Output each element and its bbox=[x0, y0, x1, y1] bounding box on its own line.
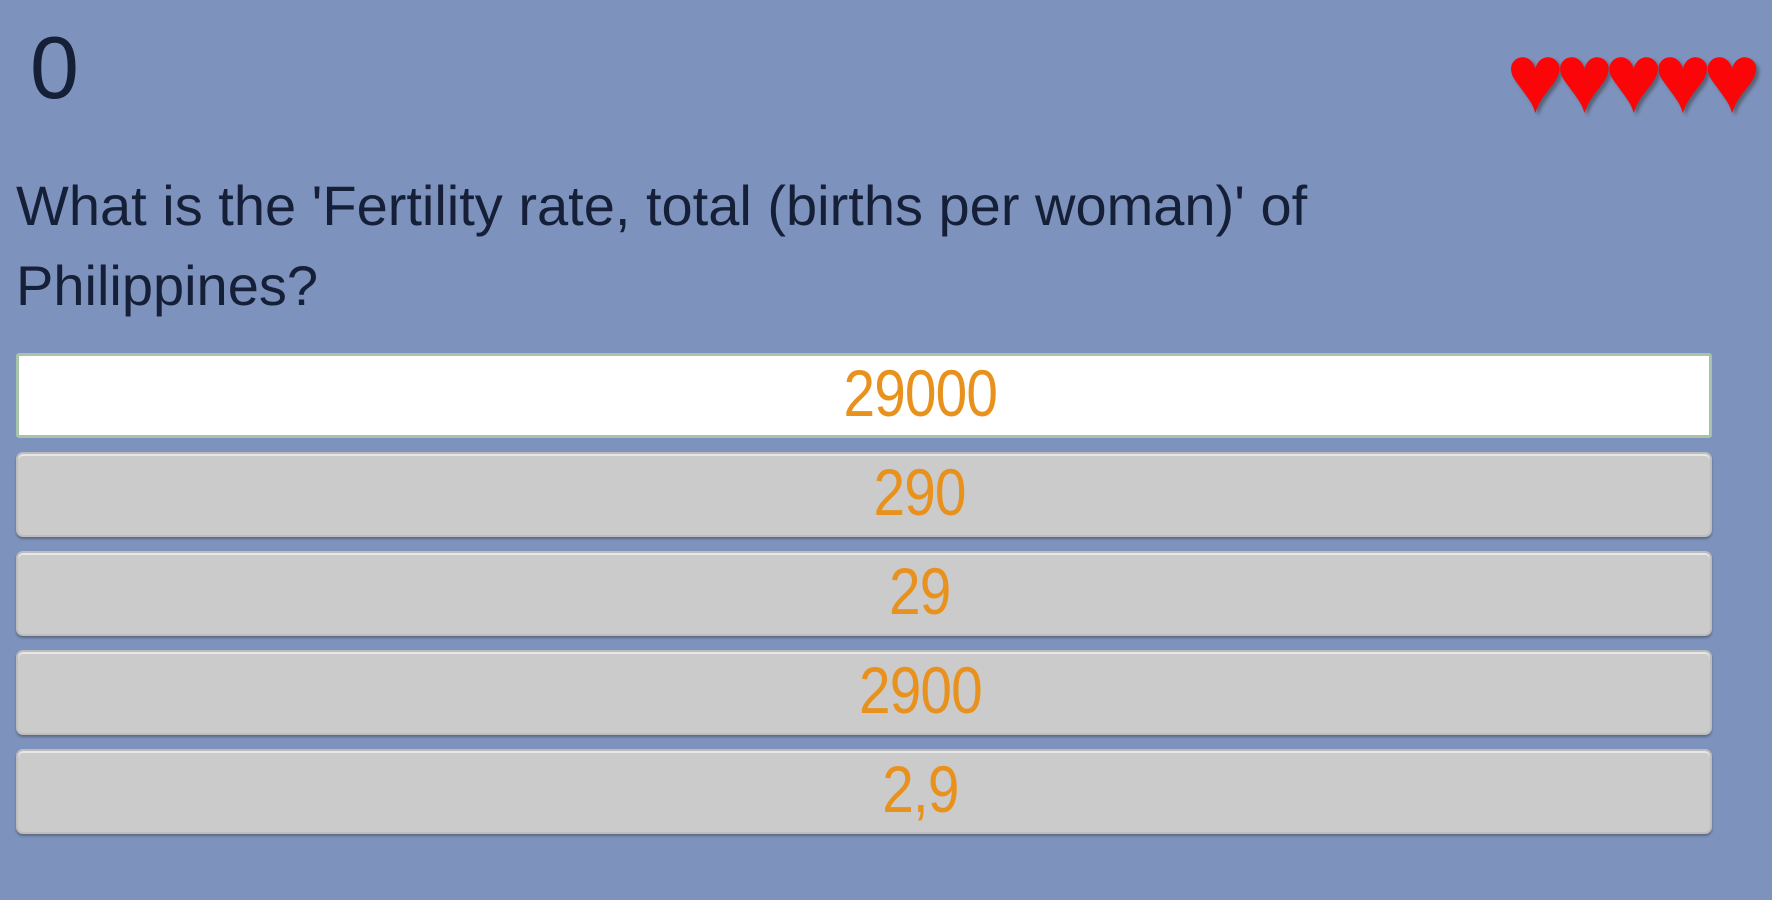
answer-label: 29000 bbox=[843, 355, 997, 430]
heart-icon: ♥ bbox=[1604, 23, 1662, 133]
answer-label: 2,9 bbox=[881, 751, 959, 826]
answer-list: 29000 290 29 2900 2,9 bbox=[16, 353, 1712, 848]
heart-icon: ♥ bbox=[1702, 23, 1761, 133]
score-counter: 0 bbox=[30, 18, 79, 117]
lives-hearts: ♥♥♥♥♥ bbox=[1506, 23, 1761, 133]
answer-label: 2900 bbox=[858, 652, 983, 727]
answer-label: 290 bbox=[873, 454, 967, 529]
answer-button-4[interactable]: 2900 bbox=[16, 650, 1712, 735]
answer-button-3[interactable]: 29 bbox=[16, 551, 1712, 636]
heart-icon: ♥ bbox=[1555, 23, 1613, 133]
answer-button-5[interactable]: 2,9 bbox=[16, 749, 1712, 834]
answer-label: 29 bbox=[889, 553, 951, 628]
heart-icon: ♥ bbox=[1653, 23, 1712, 133]
question-text: What is the 'Fertility rate, total (birt… bbox=[16, 174, 1308, 317]
answer-button-2[interactable]: 290 bbox=[16, 452, 1712, 537]
answer-button-1[interactable]: 29000 bbox=[16, 353, 1712, 438]
heart-icon: ♥ bbox=[1506, 23, 1564, 133]
